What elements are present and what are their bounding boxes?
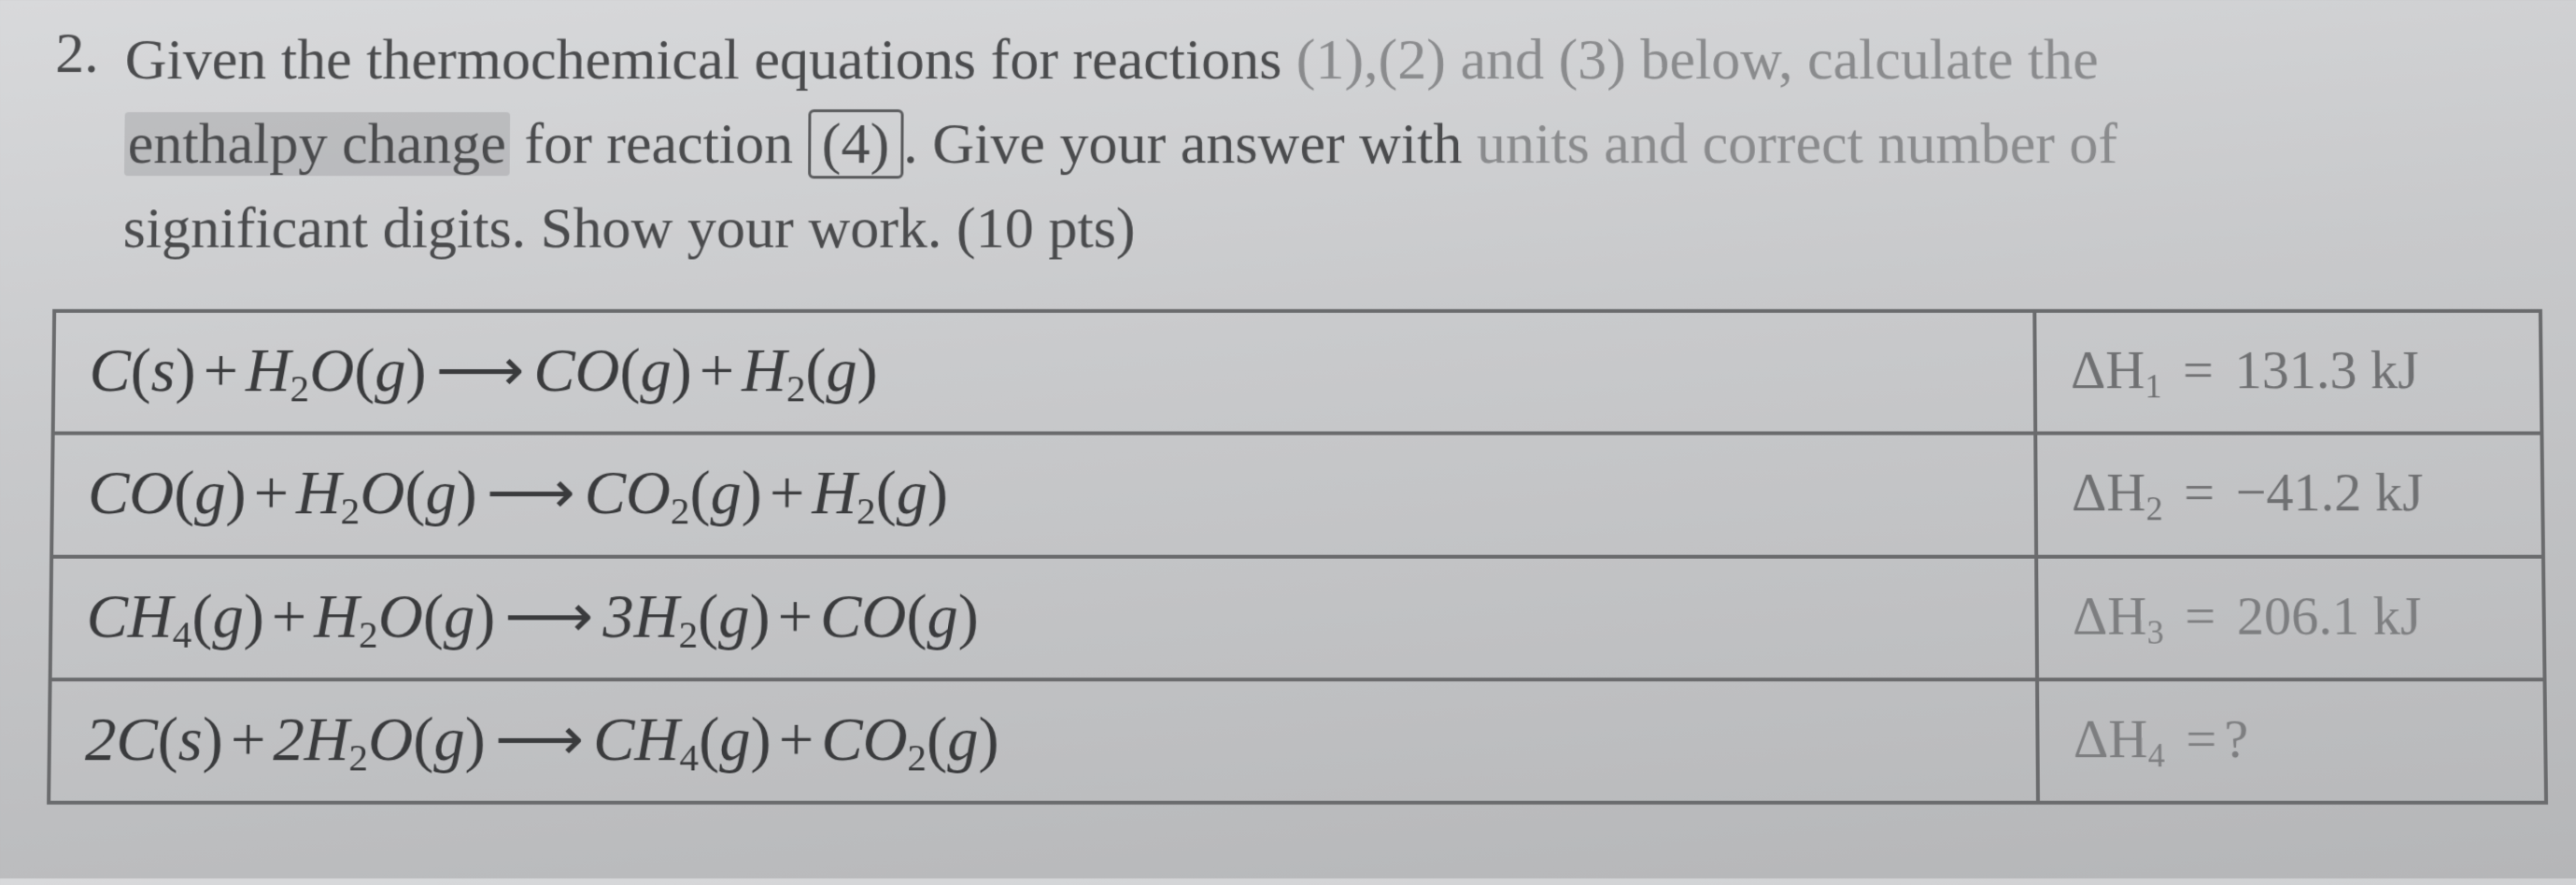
q-highlight: enthalpy change <box>123 112 510 176</box>
q-line2b: for reaction <box>510 112 808 176</box>
reaction-enthalpy-2: ΔH2 = −41.2 kJ <box>2035 434 2543 557</box>
reaction-row-3: CH4(g)+H2O(g)⟶3H2(g)+CO(g)ΔH3 = 206.1 kJ <box>50 556 2545 679</box>
reaction-equation-4: 2C(s)+2H2O(g)⟶CH4(g)+CO2(g) <box>49 679 2038 803</box>
reaction-enthalpy-4: ΔH4 =? <box>2037 679 2546 803</box>
reaction-equation-3: CH4(g)+H2O(g)⟶3H2(g)+CO(g) <box>50 556 2037 679</box>
question-text: Given the thermochemical equations for r… <box>122 19 2118 271</box>
reaction-equation-2: CO(g)+H2O(g)⟶CO2(g)+H2(g) <box>51 434 2036 557</box>
reaction-row-2: CO(g)+H2O(g)⟶CO2(g)+H2(g)ΔH2 = −41.2 kJ <box>51 434 2543 557</box>
reaction-row-1: C(s)+H2O(g)⟶CO(g)+H2(g)ΔH1 = 131.3 kJ <box>53 310 2542 433</box>
page: 2. Given the thermochemical equations fo… <box>0 0 2576 885</box>
reaction-row-4: 2C(s)+2H2O(g)⟶CH4(g)+CO2(g)ΔH4 =? <box>49 679 2546 803</box>
q-line3: significant digits. Show your work. (10 … <box>122 196 1135 260</box>
reactions-tbody: C(s)+H2O(g)⟶CO(g)+H2(g)ΔH1 = 131.3 kJCO(… <box>49 310 2546 803</box>
reactions-table: C(s)+H2O(g)⟶CO(g)+H2(g)ΔH1 = 131.3 kJCO(… <box>47 308 2548 805</box>
q-line1a: Given the thermochemical equations for r… <box>124 28 1295 92</box>
q-box4: (4) <box>808 109 904 178</box>
question-block: 2. Given the thermochemical equations fo… <box>53 19 2542 271</box>
q-line2d: units and correct number of <box>1477 112 2117 176</box>
reaction-equation-1: C(s)+H2O(g)⟶CO(g)+H2(g) <box>53 310 2036 433</box>
reaction-enthalpy-1: ΔH1 = 131.3 kJ <box>2034 310 2541 433</box>
q-line2c: . Give your answer with <box>903 112 1477 176</box>
reaction-enthalpy-3: ΔH3 = 206.1 kJ <box>2036 556 2544 679</box>
question-number: 2. <box>53 19 100 271</box>
q-line1b: (1),(2) and (3) below, calculate the <box>1296 28 2099 92</box>
